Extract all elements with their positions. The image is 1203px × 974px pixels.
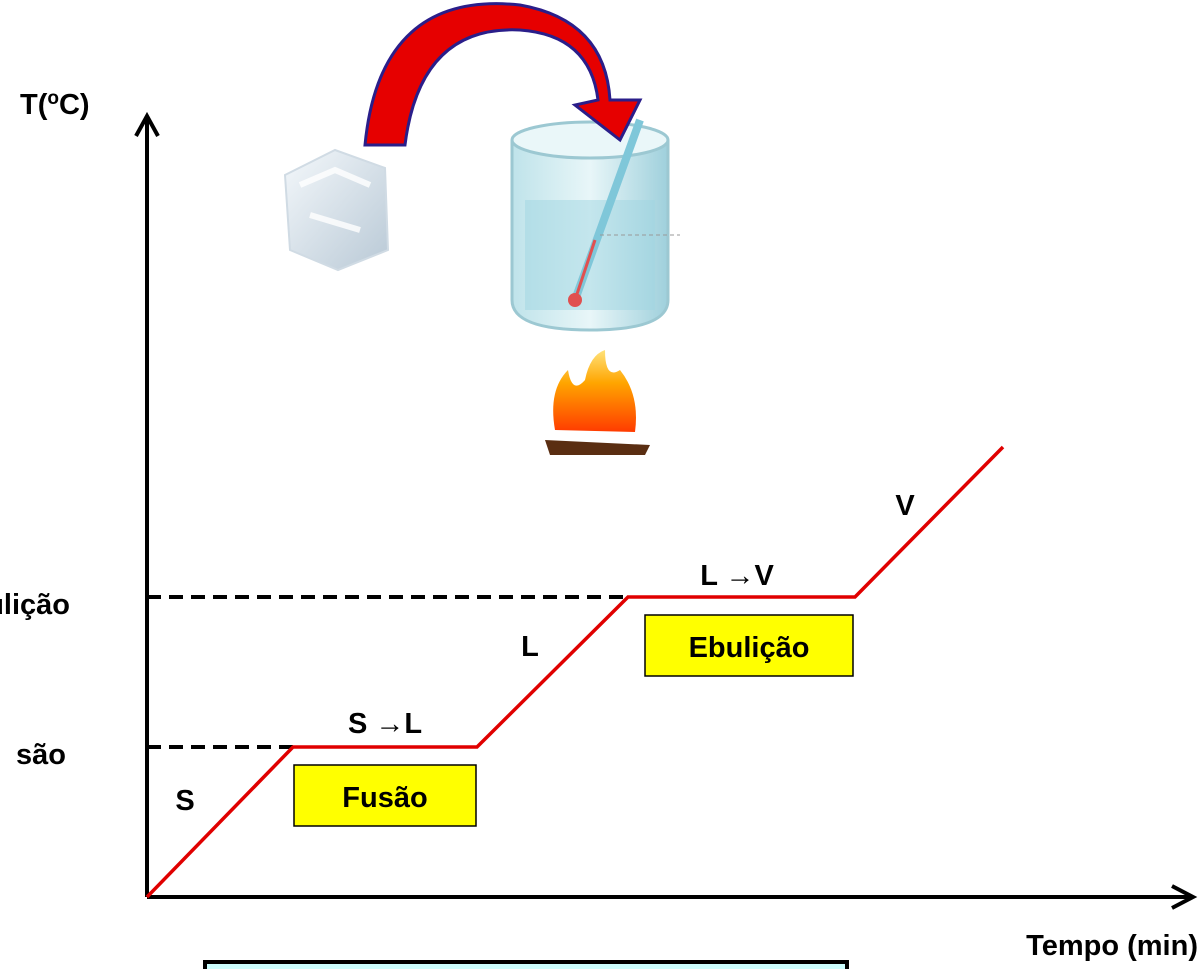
ice-cube — [285, 150, 388, 270]
phase-label: S — [175, 785, 194, 817]
phase-label: L →V — [700, 560, 774, 592]
beaker — [512, 120, 680, 330]
x-axis-label: Tempo (min) — [1026, 930, 1198, 962]
fire — [545, 350, 650, 455]
melting-box-label: Fusão — [342, 782, 427, 814]
phase-label: V — [895, 490, 915, 522]
y-label-superscript: o — [47, 88, 59, 109]
phase-label: L — [521, 631, 539, 663]
bottom-box — [205, 962, 847, 969]
level-label: são — [16, 739, 66, 771]
y-label-prefix: T( — [20, 89, 48, 121]
y-axis-label: T(oC) — [20, 88, 90, 121]
y-label-suffix: C) — [59, 89, 90, 121]
level-label: ulição — [0, 589, 70, 621]
curved-arrow — [365, 4, 640, 145]
heating-curve — [147, 447, 1003, 897]
diagram: Fusão Ebulição S S →L L L →V V ulição sã… — [0, 0, 1203, 969]
phase-label: S →L — [348, 708, 422, 740]
boiling-box-label: Ebulição — [689, 632, 810, 664]
